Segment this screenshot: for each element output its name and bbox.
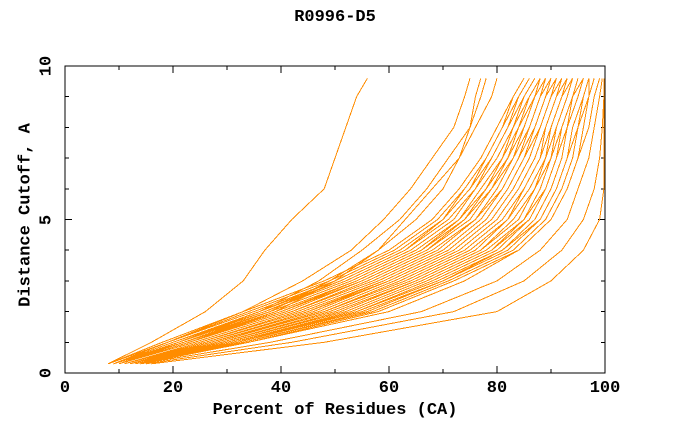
prediction-curve: [151, 78, 605, 365]
prediction-curve: [140, 78, 590, 365]
x-tick-label: 20: [162, 379, 184, 398]
prediction-curve: [118, 78, 547, 365]
prediction-curve: [124, 78, 563, 365]
x-tick-label: 80: [486, 379, 508, 398]
prediction-curve: [113, 78, 487, 365]
x-tick-label: 40: [270, 379, 292, 398]
prediction-curve: [140, 78, 603, 365]
prediction-curve: [113, 78, 530, 365]
prediction-curve: [108, 78, 525, 365]
prediction-curve: [118, 78, 552, 365]
chart-title: R0996-D5: [294, 8, 376, 27]
y-tick-label: 0: [37, 367, 57, 379]
prediction-curve: [140, 78, 590, 365]
y-tick-label: 10: [37, 55, 57, 77]
prediction-curve: [113, 78, 471, 365]
prediction-curve: [145, 78, 605, 365]
prediction-curve: [113, 78, 536, 365]
x-tick-label: 60: [378, 379, 400, 398]
prediction-curve: [135, 78, 584, 365]
prediction-curve: [113, 78, 536, 365]
prediction-curve: [118, 78, 498, 365]
x-tick-label: 0: [59, 379, 71, 398]
y-tick-label: 5: [37, 214, 57, 225]
prediction-curve: [135, 78, 601, 365]
prediction-curve: [108, 78, 525, 365]
prediction-curve: [118, 78, 482, 365]
prediction-curve: [124, 78, 563, 365]
prediction-curve: [129, 78, 574, 365]
prediction-curve: [129, 78, 574, 365]
x-axis-label: Percent of Residues (CA): [212, 401, 458, 420]
y-axis-label: Distance Cutoff, A: [16, 123, 36, 307]
prediction-curve: [107, 78, 368, 365]
prediction-curve: [113, 78, 541, 365]
x-tick-label: 100: [589, 379, 621, 398]
prediction-curve: [113, 78, 541, 365]
